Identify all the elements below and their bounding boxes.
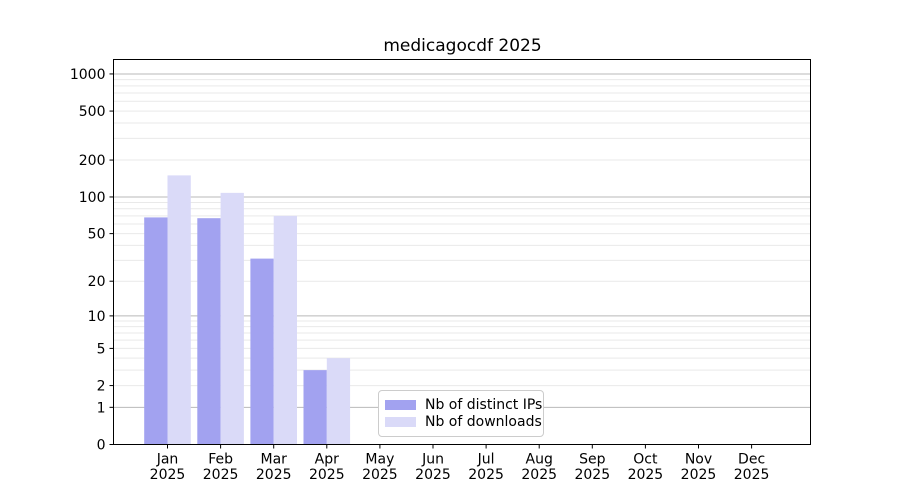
x-tick-label: Sep 2025 [574,452,610,484]
y-tick-label: 10 [88,309,106,325]
x-tick-label: Oct 2025 [628,452,664,484]
legend-swatch-downloads [385,416,416,428]
y-tick-label: 500 [79,104,106,120]
x-tick-label: Feb 2025 [203,452,239,484]
y-tick-label: 200 [79,153,106,169]
y-tick-label: 2 [97,379,106,395]
x-tick-label: Jul 2025 [468,452,504,484]
chart-title: medicagocdf 2025 [383,36,542,56]
bar-distinct-ips-mar [250,258,274,445]
bar-downloads-jan [167,175,191,445]
bar-downloads-apr [326,358,351,445]
y-tick-label: 50 [88,227,106,243]
legend-item-downloads: Nb of downloads [385,414,542,430]
y-tick-label: 1 [97,400,106,416]
x-tick-label: Mar 2025 [256,452,292,484]
x-tick-label: May 2025 [362,452,398,484]
y-tick-label: 5 [97,341,106,357]
y-tick-label: 0 [97,438,106,454]
bar-distinct-ips-apr [303,370,327,445]
legend-label-downloads: Nb of downloads [425,414,542,430]
x-tick-label: Jan 2025 [150,452,186,484]
bar-downloads-mar [273,215,297,445]
x-tick-label: Nov 2025 [681,452,717,484]
y-tick-label: 20 [88,274,106,290]
x-tick-label: Jun 2025 [415,452,451,484]
bar-distinct-ips-jan [144,217,168,445]
axes-box [113,59,811,445]
x-tick-label: Apr 2025 [309,452,345,484]
y-tick-label: 100 [79,190,106,206]
legend-swatch-distinct-ips [385,399,416,411]
legend-item-distinct-ips: Nb of distinct IPs [385,397,542,413]
x-tick-label: Aug 2025 [521,452,557,484]
y-tick-label: 1000 [70,67,106,83]
bar-downloads-feb [220,192,244,445]
bar-distinct-ips-feb [197,218,221,445]
x-tick-label: Dec 2025 [734,452,770,484]
legend: Nb of distinct IPs Nb of downloads [378,390,544,437]
legend-label-distinct-ips: Nb of distinct IPs [425,397,543,413]
